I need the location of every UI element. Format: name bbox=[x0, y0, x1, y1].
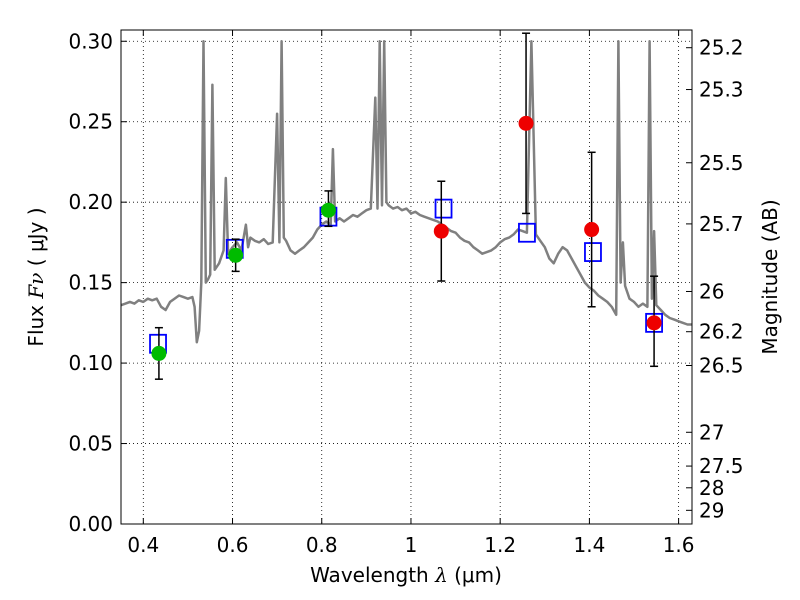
y2-tick-label: 27 bbox=[699, 420, 724, 444]
x-axis-label-prefix: Wavelength bbox=[310, 563, 435, 587]
observed-point bbox=[646, 315, 662, 331]
y-tick-label: 0.10 bbox=[68, 351, 113, 375]
y-tick-label: 0.20 bbox=[68, 190, 113, 214]
x-tick-label: 0.6 bbox=[217, 533, 249, 557]
y2-tick-label: 27.5 bbox=[699, 454, 744, 478]
x-tick-label: 0.8 bbox=[306, 533, 338, 557]
x-tick-label: 0.4 bbox=[127, 533, 159, 557]
x-tick-label: 1 bbox=[405, 533, 418, 557]
model-photometry-square bbox=[518, 222, 536, 243]
observed-point bbox=[228, 247, 244, 263]
x-axis-label: Wavelength λ (μm) bbox=[310, 563, 502, 587]
y2-tick-label: 25.3 bbox=[699, 78, 744, 102]
x-axis-label-unit: (μm) bbox=[448, 563, 502, 587]
series-layer bbox=[121, 40, 692, 344]
y2-tick-label: 25.2 bbox=[699, 36, 744, 60]
y-tick-label: 0.15 bbox=[68, 271, 113, 295]
observed-point bbox=[518, 115, 534, 131]
axis-ticks: 0.4 0.6 0.8 1 1.2 1.4 1.6 0.00 0.05 0.10 0.15 0.20 0… bbox=[68, 29, 743, 557]
y2-tick-label: 26.5 bbox=[699, 354, 744, 378]
model-photometry-square bbox=[584, 242, 602, 262]
y2-tick-label: 29 bbox=[699, 498, 724, 522]
y-tick-label: 0.00 bbox=[68, 512, 113, 536]
observed-point bbox=[151, 345, 167, 361]
observed-point bbox=[433, 223, 449, 239]
marker-layer bbox=[149, 32, 663, 380]
model-photometry-square bbox=[434, 198, 453, 219]
x-tick-label: 1.2 bbox=[484, 533, 516, 557]
y-tick-label: 0.05 bbox=[68, 432, 113, 456]
observed-point bbox=[320, 202, 336, 218]
spectrum-line bbox=[121, 40, 692, 344]
y-axis-label-symbol: Fν bbox=[24, 273, 48, 300]
y-tick-label: 0.25 bbox=[68, 110, 113, 134]
x-tick-label: 1.4 bbox=[573, 533, 605, 557]
y-tick-label: 0.30 bbox=[68, 29, 113, 53]
y-axis-label: Flux Fν ( μJy ) bbox=[24, 207, 48, 346]
y2-tick-label: 28 bbox=[699, 476, 724, 500]
y2-tick-label: 26.2 bbox=[699, 320, 744, 344]
y-axis-label-prefix: Flux bbox=[24, 299, 48, 347]
x-axis-label-symbol: λ bbox=[434, 563, 448, 587]
y-axis-label-unit: ( μJy ) bbox=[24, 207, 48, 272]
y2-tick-label: 25.7 bbox=[699, 212, 744, 236]
plot-frame bbox=[120, 29, 693, 525]
y2-tick-label: 26 bbox=[699, 279, 724, 303]
y2-tick-label: 25.5 bbox=[699, 151, 744, 175]
x-tick-label: 1.6 bbox=[663, 533, 695, 557]
y2-axis-label: Magnitude (AB) bbox=[758, 199, 782, 354]
observed-point bbox=[584, 222, 600, 238]
